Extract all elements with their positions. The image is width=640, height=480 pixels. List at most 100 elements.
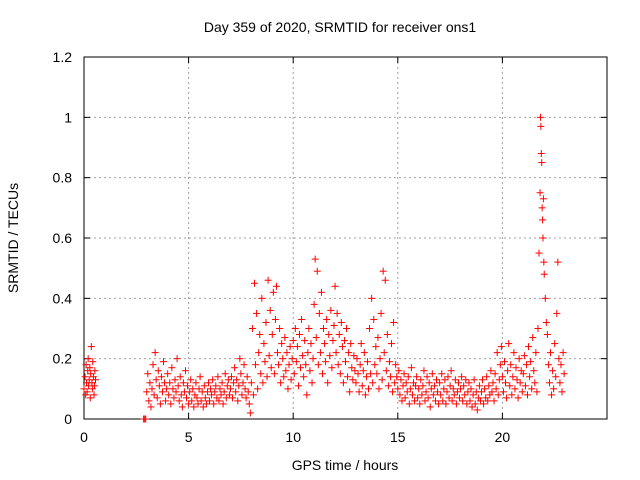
data-point (336, 370, 344, 378)
data-point (226, 385, 234, 393)
data-point (171, 376, 179, 384)
data-point (236, 355, 244, 363)
data-point (458, 373, 466, 381)
data-point (352, 379, 360, 387)
data-point (475, 382, 483, 390)
data-point (249, 391, 257, 399)
data-points (80, 113, 568, 423)
x-tick-label: 10 (285, 429, 301, 445)
data-point (265, 352, 273, 360)
data-point (484, 397, 492, 405)
x-tick-label: 0 (80, 429, 88, 445)
data-point (144, 370, 152, 378)
data-point (237, 370, 245, 378)
data-point (498, 373, 506, 381)
data-point (197, 397, 205, 405)
data-point (446, 382, 454, 390)
data-point (325, 331, 333, 339)
data-point (230, 379, 238, 387)
x-tick-label: 15 (390, 429, 406, 445)
data-point (468, 403, 476, 411)
data-point (375, 385, 383, 393)
data-point (398, 397, 406, 405)
data-point (519, 370, 527, 378)
data-point (514, 394, 522, 402)
data-point (500, 358, 508, 366)
data-point (279, 355, 287, 363)
data-point (223, 382, 231, 390)
data-point (540, 270, 548, 278)
data-point (343, 325, 351, 332)
data-point (549, 367, 557, 375)
data-point (299, 352, 307, 360)
data-point (208, 391, 216, 399)
data-point (330, 321, 338, 329)
data-point (216, 385, 224, 393)
data-point (338, 343, 346, 351)
data-point (385, 358, 393, 366)
data-point (479, 376, 487, 384)
data-point (508, 391, 516, 399)
data-point (428, 370, 436, 378)
data-point (203, 388, 211, 396)
data-point (286, 343, 294, 351)
data-point (164, 370, 172, 378)
data-point (327, 306, 335, 314)
data-point (547, 349, 555, 357)
data-point (381, 276, 389, 284)
data-point (557, 361, 565, 369)
data-point (255, 349, 263, 357)
data-point (416, 400, 424, 408)
data-point (297, 364, 305, 372)
data-point (480, 400, 488, 408)
data-point (377, 309, 385, 317)
data-point (152, 376, 160, 384)
data-point (380, 349, 388, 357)
data-point (253, 309, 261, 317)
data-point (506, 382, 514, 390)
data-point (317, 288, 325, 296)
data-point (536, 113, 544, 121)
data-point (390, 318, 398, 326)
data-point (248, 325, 256, 332)
data-point (90, 391, 98, 399)
data-point (165, 391, 173, 399)
data-point (166, 379, 174, 387)
data-point (463, 400, 471, 408)
data-point (231, 364, 239, 372)
data-point (515, 355, 523, 363)
data-point (395, 367, 403, 375)
data-point (366, 325, 374, 332)
data-point (503, 394, 511, 402)
data-point (185, 400, 193, 408)
data-point (504, 367, 512, 375)
data-point (436, 379, 444, 387)
data-point (462, 376, 470, 384)
data-point (204, 379, 212, 387)
data-point (407, 364, 415, 372)
data-point (339, 379, 347, 387)
data-point (170, 394, 178, 402)
data-point (489, 379, 497, 387)
data-point (422, 388, 430, 396)
data-point (551, 340, 559, 348)
data-point (158, 388, 166, 396)
data-point (281, 334, 289, 342)
data-point (518, 388, 526, 396)
data-point (538, 159, 546, 167)
data-point (90, 382, 98, 390)
data-point (311, 255, 319, 263)
data-point (543, 331, 551, 339)
data-point (353, 355, 361, 363)
data-point (495, 376, 503, 384)
data-point (86, 364, 94, 372)
data-point (464, 388, 472, 396)
data-point (460, 382, 468, 390)
data-point (524, 391, 532, 399)
data-point (275, 361, 283, 369)
data-point (451, 376, 459, 384)
data-point (530, 367, 538, 375)
data-point (312, 334, 320, 342)
data-point (373, 370, 381, 378)
